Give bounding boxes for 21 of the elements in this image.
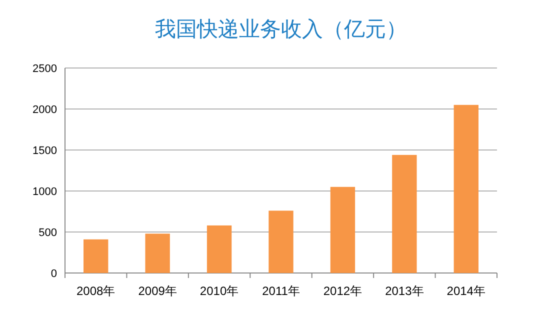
y-tick-label: 1500	[32, 145, 57, 157]
bar	[145, 234, 170, 273]
bar	[454, 104, 478, 273]
y-tick-label: 2000	[32, 104, 57, 116]
y-tick-label: 0	[50, 268, 57, 280]
x-tick-label: 2011年	[262, 284, 300, 298]
x-tick-label: 2008年	[76, 284, 116, 298]
x-tick-label: 2009年	[138, 284, 177, 298]
y-tick-label: 2500	[32, 63, 57, 75]
x-tick-label: 2012年	[323, 284, 362, 298]
bar	[392, 154, 417, 273]
chart-title: 我国快递业务收入（亿元）	[155, 18, 407, 41]
x-tick-label: 2014年	[446, 284, 486, 298]
x-tick-label: 2013年	[385, 284, 424, 298]
bar	[84, 239, 108, 273]
x-tick-label: 2010年	[200, 284, 239, 298]
y-tick-label: 500	[38, 227, 57, 239]
y-tick-label: 1000	[32, 186, 57, 198]
bar	[330, 186, 356, 273]
bar	[268, 210, 294, 273]
bar	[206, 225, 232, 273]
